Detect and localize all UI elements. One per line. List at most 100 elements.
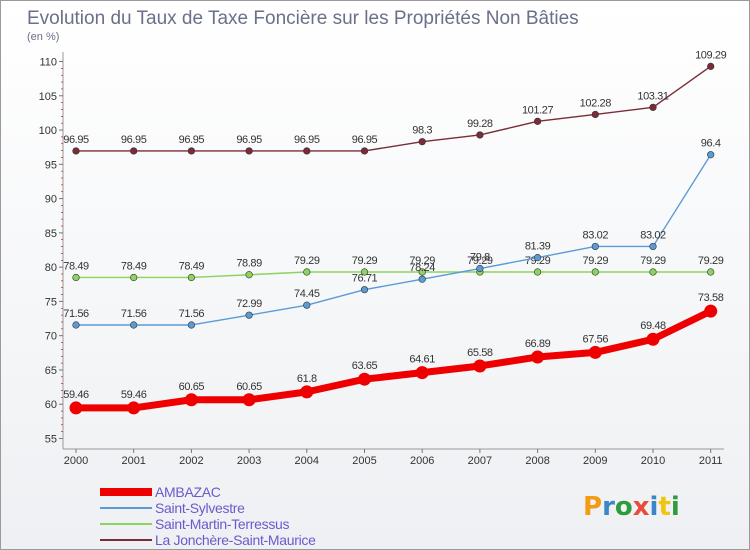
x-tick-label: 2011 bbox=[699, 455, 723, 467]
data-point bbox=[184, 393, 198, 407]
y-tick-label: 60 bbox=[45, 399, 57, 411]
data-point bbox=[130, 321, 138, 329]
series-ambazac: 59.46 59.46 60.65 60.65 61.8 63.65 64.61 65.58 6… bbox=[63, 292, 724, 415]
data-point bbox=[649, 268, 657, 276]
data-point bbox=[303, 147, 311, 155]
legend-label: AMBAZAC bbox=[155, 484, 221, 500]
data-point bbox=[303, 301, 311, 309]
data-label: 96.95 bbox=[121, 134, 147, 146]
data-point bbox=[418, 275, 426, 283]
x-tick-label: 2008 bbox=[525, 455, 549, 467]
data-label: 78.89 bbox=[236, 258, 262, 270]
data-label: 60.65 bbox=[236, 381, 262, 393]
y-tick-label: 105 bbox=[39, 91, 57, 103]
data-label: 79.29 bbox=[640, 255, 666, 267]
data-label: 59.46 bbox=[121, 389, 147, 401]
data-label: 83.02 bbox=[583, 229, 609, 241]
data-point bbox=[130, 273, 138, 282]
data-label: 67.56 bbox=[583, 333, 609, 345]
y-tick-label: 85 bbox=[45, 228, 57, 240]
data-label: 96.95 bbox=[236, 134, 262, 146]
x-tick-label: 2003 bbox=[237, 455, 261, 467]
data-point bbox=[591, 110, 599, 119]
data-label: 99.28 bbox=[467, 118, 493, 130]
data-point bbox=[476, 264, 484, 273]
series-line bbox=[76, 65, 712, 152]
data-point bbox=[358, 372, 371, 386]
data-label: 79.29 bbox=[698, 255, 724, 267]
y-tick-label: 75 bbox=[45, 296, 57, 308]
data-point bbox=[187, 321, 195, 329]
data-label: 71.56 bbox=[121, 308, 147, 320]
series-layer: 96.95 96.95 96.95 96.95 96.95 96.95 98.3 99.28 1… bbox=[63, 49, 727, 415]
data-point bbox=[72, 147, 80, 155]
data-point bbox=[473, 359, 487, 373]
data-label: 60.65 bbox=[179, 381, 205, 393]
data-label: 79.29 bbox=[583, 255, 609, 267]
data-label: 64.61 bbox=[409, 354, 435, 366]
data-point bbox=[476, 131, 484, 139]
series-line bbox=[76, 271, 711, 279]
data-label: 96.95 bbox=[294, 134, 320, 146]
data-point bbox=[588, 345, 602, 359]
data-label: 96.95 bbox=[179, 134, 205, 146]
data-point bbox=[591, 268, 599, 276]
series-saint-sylvestre: 71.56 71.56 71.56 72.99 74.45 76.71 78.24 79.8 8… bbox=[63, 138, 721, 329]
data-label: 78.24 bbox=[409, 262, 435, 274]
data-label: 102.28 bbox=[580, 97, 612, 109]
data-label: 79.29 bbox=[352, 255, 378, 267]
legend-label: Saint-Martin-Terressus bbox=[155, 516, 290, 532]
legend-label: Saint-Sylvestre bbox=[155, 500, 245, 516]
data-point bbox=[72, 273, 80, 282]
y-tick-label: 110 bbox=[39, 57, 57, 69]
data-point bbox=[707, 268, 715, 276]
series-la-jonch-re-saint-maurice: 96.95 96.95 96.95 96.95 96.95 96.95 98.3 99.28 1… bbox=[63, 49, 727, 155]
data-label: 74.45 bbox=[294, 288, 320, 300]
data-point bbox=[245, 271, 253, 279]
data-label: 103.31 bbox=[637, 90, 669, 102]
data-label: 101.27 bbox=[522, 104, 554, 116]
series-saint-martin-terressus: 78.49 78.49 78.49 78.89 79.29 79.29 79.29 79.29… bbox=[63, 255, 724, 282]
data-point bbox=[649, 103, 657, 111]
y-tick-label: 90 bbox=[45, 194, 57, 206]
y-tick-label: 70 bbox=[45, 331, 57, 343]
x-tick-label: 2004 bbox=[295, 455, 319, 467]
legend-label: La Jonchère-Saint-Maurice bbox=[155, 532, 316, 548]
x-tick-label: 2010 bbox=[641, 455, 665, 467]
data-label: 69.48 bbox=[640, 320, 666, 332]
data-point bbox=[300, 385, 314, 399]
data-point bbox=[418, 138, 426, 146]
data-label: 63.65 bbox=[352, 360, 378, 372]
data-point bbox=[707, 62, 715, 70]
series-line bbox=[76, 307, 713, 412]
data-label: 59.46 bbox=[63, 389, 89, 401]
legend: AMBAZACSaint-SylvestreSaint-Martin-Terre… bbox=[100, 484, 316, 548]
data-point bbox=[646, 332, 660, 346]
x-tick-label: 2005 bbox=[352, 455, 376, 467]
data-point bbox=[533, 268, 542, 276]
data-label: 76.71 bbox=[352, 273, 378, 285]
data-point bbox=[245, 311, 253, 319]
data-label: 83.02 bbox=[640, 229, 666, 241]
data-label: 78.49 bbox=[121, 260, 147, 272]
data-point bbox=[707, 151, 715, 159]
data-point bbox=[415, 366, 429, 380]
y-tick-label: 65 bbox=[45, 365, 57, 377]
data-label: 71.56 bbox=[179, 308, 205, 320]
data-point bbox=[187, 147, 195, 155]
data-point bbox=[531, 350, 545, 364]
data-point bbox=[649, 242, 657, 251]
data-label: 98.3 bbox=[412, 125, 432, 137]
data-label: 79.29 bbox=[294, 255, 320, 267]
series-line bbox=[76, 154, 712, 326]
y-tick-label: 95 bbox=[45, 159, 57, 171]
data-point bbox=[130, 147, 138, 155]
data-label: 71.56 bbox=[63, 308, 89, 320]
data-point bbox=[533, 254, 542, 262]
proxiti-logo: Proxiti bbox=[583, 492, 680, 522]
data-label: 81.39 bbox=[525, 241, 551, 253]
data-point bbox=[303, 268, 311, 276]
data-point bbox=[591, 242, 599, 251]
data-point bbox=[704, 304, 718, 318]
